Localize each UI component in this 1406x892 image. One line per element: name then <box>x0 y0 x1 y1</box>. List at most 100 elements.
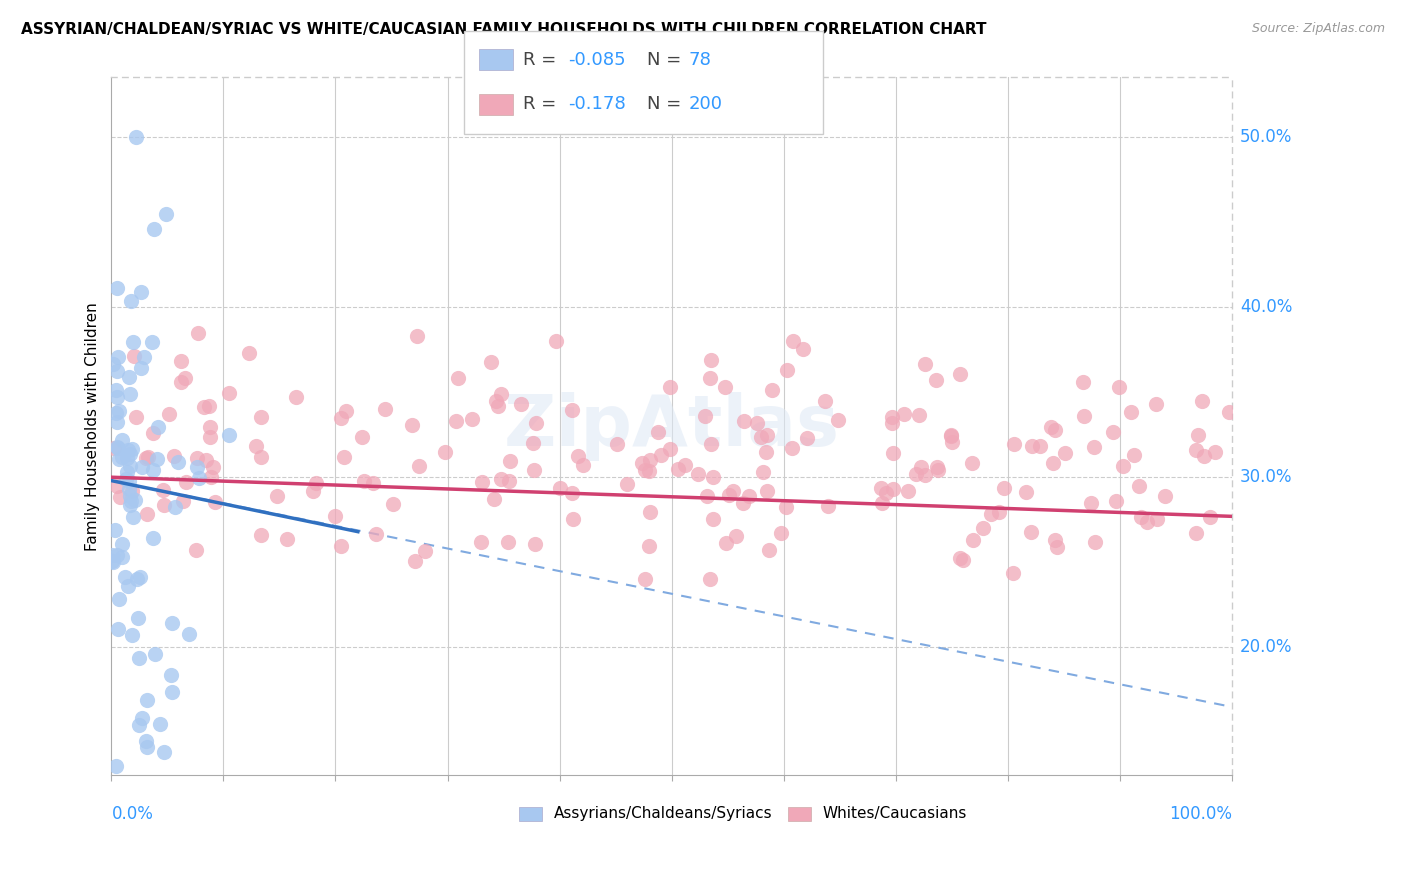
Point <box>108 491 131 505</box>
Point <box>146 452 169 467</box>
Point <box>118 489 141 503</box>
Point <box>304 475 326 490</box>
Point <box>163 500 186 514</box>
Point <box>686 467 709 481</box>
Point <box>323 509 346 524</box>
Point <box>408 459 430 474</box>
Point <box>434 444 457 458</box>
Point <box>115 451 138 466</box>
Point <box>634 463 657 477</box>
Point <box>775 500 797 514</box>
Text: -0.085: -0.085 <box>568 51 626 69</box>
Point <box>1102 425 1125 439</box>
Point <box>406 329 429 343</box>
Point <box>374 402 396 417</box>
Point <box>470 534 492 549</box>
Point <box>1185 443 1208 458</box>
Point <box>1198 510 1220 524</box>
Point <box>136 507 159 521</box>
Point <box>761 384 783 398</box>
Point <box>721 484 744 499</box>
Point <box>107 350 129 364</box>
Point <box>249 528 271 542</box>
Point <box>1192 450 1215 464</box>
Point <box>941 435 963 450</box>
Point <box>749 430 772 444</box>
Point <box>1043 533 1066 547</box>
Point <box>486 399 509 413</box>
Point <box>1191 394 1213 409</box>
Point <box>702 512 724 526</box>
Point <box>571 458 593 472</box>
Point <box>121 442 143 456</box>
Point <box>285 390 308 404</box>
Text: 200: 200 <box>689 95 723 113</box>
Point <box>111 433 134 447</box>
Point <box>105 759 128 773</box>
Point <box>755 445 778 459</box>
Point <box>897 484 920 499</box>
Point <box>638 464 661 478</box>
Point <box>905 467 928 482</box>
Point <box>1204 445 1226 459</box>
Point <box>893 407 915 421</box>
Point <box>118 458 141 473</box>
Point <box>1015 485 1038 500</box>
Point <box>444 414 467 428</box>
Point <box>184 543 207 558</box>
Point <box>796 431 818 445</box>
Point <box>637 539 659 553</box>
Point <box>952 553 974 567</box>
Point <box>128 718 150 732</box>
Point <box>172 494 194 508</box>
Point <box>1043 423 1066 437</box>
Text: 40.0%: 40.0% <box>1240 298 1292 316</box>
Point <box>718 488 741 502</box>
Point <box>751 465 773 479</box>
Point <box>546 334 568 348</box>
FancyBboxPatch shape <box>789 807 810 821</box>
Point <box>755 484 778 499</box>
Point <box>136 739 159 754</box>
Point <box>105 364 128 378</box>
Point <box>187 326 209 340</box>
Point <box>152 483 174 497</box>
Point <box>122 509 145 524</box>
Point <box>745 417 768 431</box>
Point <box>699 572 721 586</box>
Point <box>204 495 226 509</box>
Point <box>733 496 755 510</box>
Point <box>100 554 122 568</box>
Point <box>647 425 669 439</box>
Point <box>108 403 131 417</box>
Point <box>202 460 225 475</box>
Text: N =: N = <box>647 51 686 69</box>
Point <box>122 335 145 350</box>
Point <box>696 489 718 503</box>
Point <box>1185 526 1208 541</box>
Point <box>1080 496 1102 510</box>
Point <box>870 481 893 495</box>
Point <box>725 529 748 543</box>
Text: R =: R = <box>523 95 562 113</box>
Point <box>195 453 218 467</box>
Text: 78: 78 <box>689 51 711 69</box>
Point <box>880 417 903 431</box>
Point <box>170 354 193 368</box>
Point <box>128 650 150 665</box>
Point <box>460 412 482 426</box>
Point <box>118 369 141 384</box>
Point <box>105 281 128 295</box>
Point <box>484 394 506 409</box>
Point <box>118 498 141 512</box>
Point <box>882 482 904 496</box>
Point <box>162 685 184 699</box>
Point <box>162 615 184 630</box>
Point <box>1128 479 1150 493</box>
Point <box>668 462 690 476</box>
Text: 100.0%: 100.0% <box>1168 805 1232 823</box>
Point <box>606 437 628 451</box>
Point <box>101 548 124 562</box>
Point <box>124 493 146 508</box>
Text: 20.0%: 20.0% <box>1240 639 1292 657</box>
